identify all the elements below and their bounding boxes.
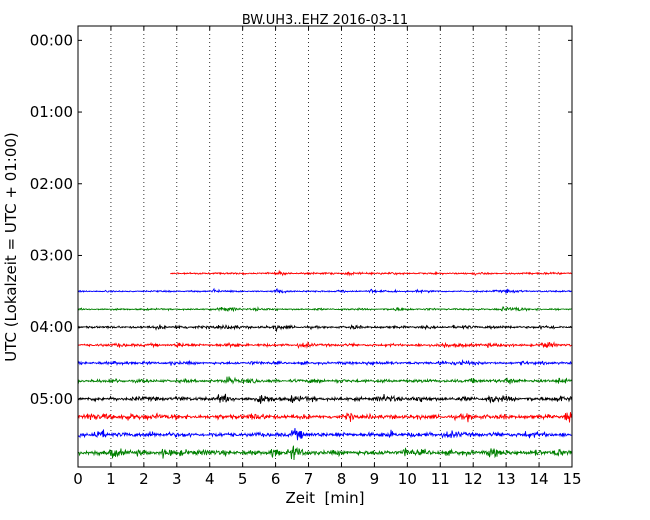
trace-0430 <box>78 358 573 367</box>
trace-0515 <box>77 412 573 423</box>
x-tick-label: 8 <box>337 470 347 488</box>
trace-0400 <box>77 324 573 333</box>
y-tick-label: 00:00 <box>30 31 73 49</box>
trace-0545 <box>78 445 573 461</box>
x-tick-label: 15 <box>562 470 581 488</box>
trace-0445 <box>77 376 573 385</box>
trace-0315 <box>170 269 572 277</box>
x-tick-label: 11 <box>431 470 450 488</box>
x-tick-labels: 0 1 2 3 4 5 6 7 8 9 10 11 12 13 14 15 <box>73 470 581 488</box>
x-axis-label: Zeit [min] <box>285 489 364 507</box>
x-tick-label: 5 <box>238 470 248 488</box>
x-tick-label: 3 <box>172 470 182 488</box>
chart-title: BW.UH3..EHZ 2016-03-11 <box>242 13 408 28</box>
trace-0345 <box>77 305 573 313</box>
x-tick-label: 14 <box>530 470 549 488</box>
plot-frame <box>77 25 573 468</box>
trace-0415 <box>77 340 573 350</box>
x-tick-label: 9 <box>370 470 380 488</box>
trace-0530 <box>77 428 573 441</box>
x-tick-label: 2 <box>139 470 149 488</box>
y-tick-label: 01:00 <box>30 103 73 121</box>
x-tick-label: 4 <box>205 470 215 488</box>
x-tick-label: 7 <box>304 470 314 488</box>
y-axis-label: UTC (Lokalzeit = UTC + 01:00) <box>2 132 20 362</box>
trace-0330 <box>77 287 573 295</box>
trace-0500 <box>77 393 573 404</box>
y-tick-labels: 00:00 01:00 02:00 03:00 04:00 05:00 <box>30 31 73 408</box>
y-tick-label: 04:00 <box>30 318 73 336</box>
x-tick-label: 6 <box>271 470 281 488</box>
x-tick-label: 0 <box>73 470 83 488</box>
x-grid <box>110 26 540 467</box>
y-tick-label: 02:00 <box>30 175 73 193</box>
traces <box>77 269 573 461</box>
x-tick-label: 13 <box>497 470 516 488</box>
axis-ticks <box>77 26 573 467</box>
x-tick-label: 12 <box>464 470 483 488</box>
x-tick-label: 1 <box>106 470 116 488</box>
x-tick-label: 10 <box>398 470 417 488</box>
y-tick-label: 03:00 <box>30 246 73 264</box>
y-tick-label: 05:00 <box>30 390 73 408</box>
